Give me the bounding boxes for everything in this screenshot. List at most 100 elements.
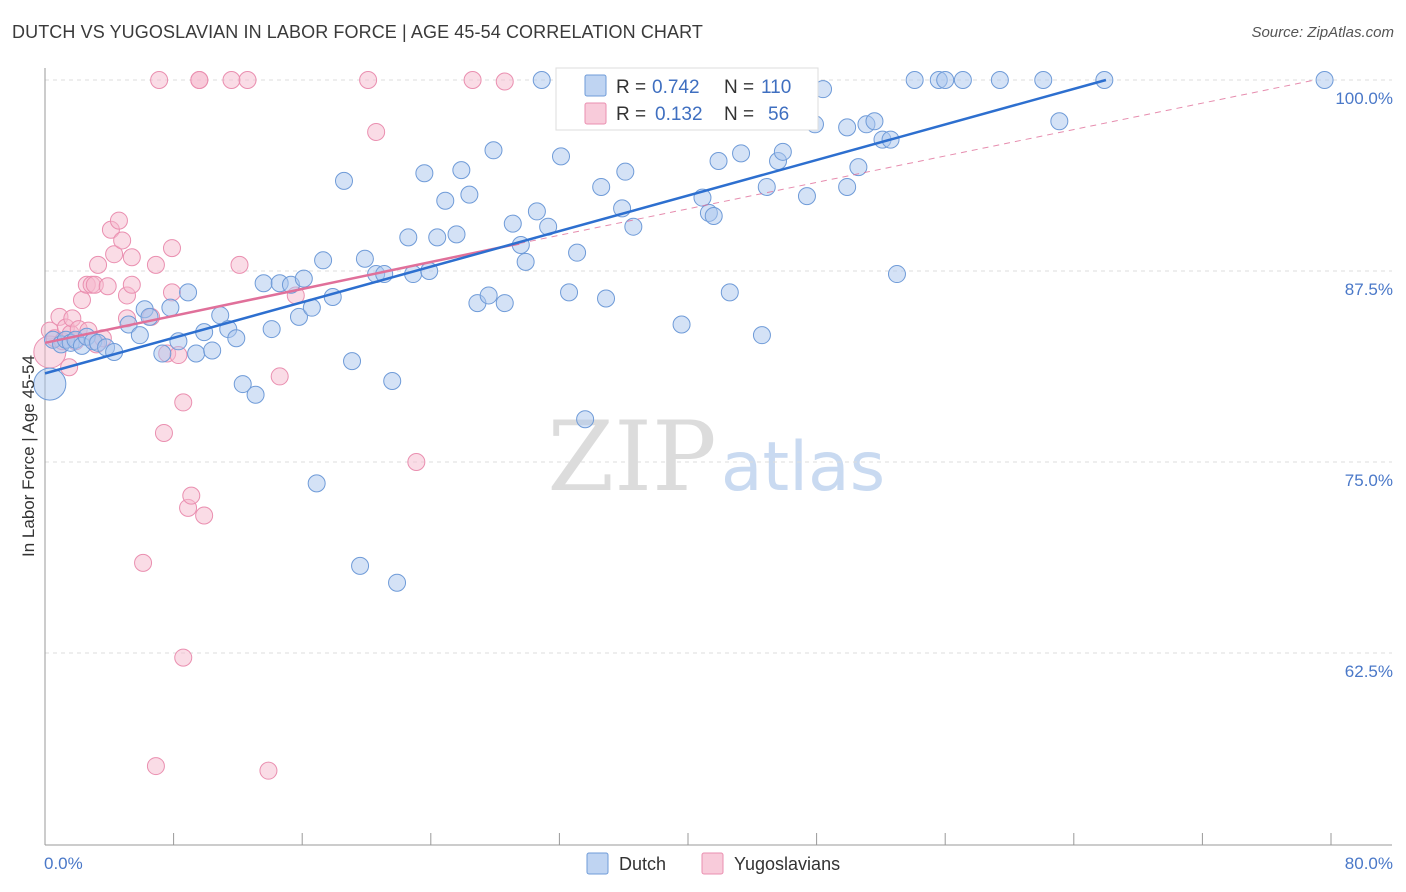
yugo-point [230, 255, 249, 274]
dutch-point [568, 243, 587, 262]
yugo-point [150, 71, 169, 89]
bottom-legend-dutch-label: Dutch [619, 854, 666, 874]
dutch-point [436, 191, 455, 210]
dutch-point [1034, 71, 1053, 89]
tick-labels: 62.5% 75.0% 87.5% 100.0% 0.0% 80.0% [44, 89, 1393, 873]
gridlines [45, 79, 1392, 654]
yugo-point [270, 367, 289, 386]
yugo-point [190, 71, 209, 89]
watermark: ZIP atlas [547, 401, 885, 513]
dutch-point [532, 71, 551, 89]
dutch-point [887, 265, 906, 284]
yugo-point [195, 506, 214, 525]
dutch-point [130, 326, 149, 345]
legend-yugo-n-value: 56 [768, 104, 789, 125]
dutch-point [351, 556, 370, 575]
yugo-point [259, 761, 278, 780]
dutch-point [343, 352, 362, 371]
dutch-point [516, 252, 535, 271]
watermark-atlas: atlas [721, 428, 885, 507]
dutch-point [865, 112, 884, 131]
dutch-point [905, 71, 924, 89]
dutch-point [1050, 112, 1069, 131]
legend-yugo-r-value: 0.132 [655, 104, 703, 125]
yugo-point [109, 211, 128, 230]
yugo-point [162, 283, 181, 302]
dutch-point [307, 474, 326, 493]
y-axis-title: In Labor Force | Age 45-54 [19, 355, 38, 557]
dutch-points [33, 71, 1334, 592]
legend-yugo-n-label: N = [724, 104, 754, 125]
dutch-point [179, 283, 198, 302]
dutch-point [233, 375, 252, 394]
y-tick-label-2: 87.5% [1345, 280, 1393, 299]
dutch-point [990, 71, 1009, 89]
dutch-point [399, 228, 418, 247]
dutch-point [484, 141, 503, 160]
yugo-point [238, 71, 257, 89]
dutch-point [672, 315, 691, 334]
dutch-point [732, 144, 751, 163]
yugo-point [407, 453, 426, 471]
yugo-point [89, 255, 108, 274]
dutch-point [953, 71, 972, 89]
yugo-point [174, 393, 193, 412]
chart-title: DUTCH VS YUGOSLAVIAN IN LABOR FORCE | AG… [12, 22, 704, 42]
dutch-point [153, 344, 172, 363]
yugo-point [113, 231, 132, 250]
yugo-point [105, 245, 124, 264]
dutch-point [447, 225, 466, 244]
dutch-point [355, 249, 374, 268]
dutch-point [936, 71, 955, 89]
legend-dutch-n-value: 110 [761, 77, 791, 98]
yugo-point [72, 291, 91, 310]
dutch-point [262, 320, 281, 339]
dutch-point [616, 162, 635, 181]
dutch-point [289, 307, 308, 326]
dutch-point [624, 217, 643, 236]
bottom-legend-yugo-swatch [701, 852, 724, 875]
axes [44, 68, 1392, 846]
source-credit: Source: ZipAtlas.com [1251, 24, 1394, 41]
y-tick-label-0: 62.5% [1345, 662, 1393, 681]
yugo-point [222, 71, 241, 89]
dutch-point [460, 185, 479, 204]
yugo-point [495, 72, 514, 91]
dutch-point [752, 326, 771, 345]
yugo-point [162, 239, 181, 258]
dutch-point [720, 283, 739, 302]
dutch-point [294, 269, 313, 288]
dutch-point [314, 251, 333, 270]
legend-yugo-swatch [584, 102, 607, 125]
dutch-point [838, 177, 857, 196]
dutch-point [187, 344, 206, 363]
dutch-point [479, 286, 498, 305]
dutch-point [838, 118, 857, 137]
yugo-point [367, 122, 386, 141]
yugo-point [98, 277, 117, 296]
yugoslavians-points [33, 71, 514, 780]
yugo-point [174, 648, 193, 667]
dutch-point [757, 177, 776, 196]
dutch-point [388, 573, 407, 592]
yugo-point [122, 275, 141, 294]
dutch-point [415, 164, 434, 183]
y-tick-label-3: 100.0% [1335, 89, 1393, 108]
dutch-point [849, 158, 868, 177]
yugo-trend-extension [519, 79, 1316, 244]
y-tick-label-1: 75.0% [1345, 471, 1393, 490]
dutch-point [495, 294, 514, 313]
yugo-point [182, 486, 201, 505]
correlation-legend: R = 0.742 N = 110 R = 0.132 N = 56 [555, 67, 819, 131]
dutch-point [560, 283, 579, 302]
bottom-legend-yugo-label: Yugoslavians [734, 854, 840, 874]
yugo-point [154, 423, 173, 442]
legend-dutch-swatch [584, 74, 607, 97]
dutch-point [33, 367, 67, 401]
dutch-point [227, 329, 246, 348]
dutch-point [428, 228, 447, 247]
yugo-trend-line [44, 242, 520, 345]
dutch-point [597, 289, 616, 308]
dutch-point [246, 385, 265, 404]
